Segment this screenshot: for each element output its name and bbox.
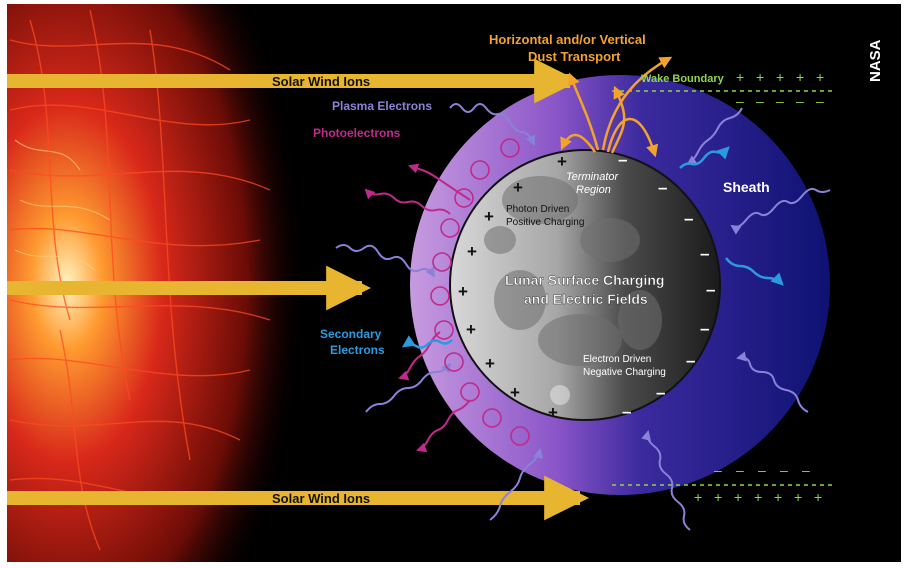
svg-text:–: – <box>622 402 631 421</box>
svg-text:+: + <box>734 489 742 505</box>
dust-transport-arrows <box>560 56 673 158</box>
svg-text:–: – <box>700 244 709 263</box>
svg-text:–: – <box>758 462 766 478</box>
electron-charging-label-line2: Negative Charging <box>583 367 666 378</box>
svg-text:–: – <box>706 280 715 299</box>
svg-text:+: + <box>485 354 495 373</box>
svg-text:+: + <box>814 489 822 505</box>
svg-text:–: – <box>736 462 744 478</box>
center-title-line2: and Electric Fields <box>524 291 648 307</box>
solar-wind-label-bottom: Solar Wind Ions <box>272 491 370 506</box>
svg-text:–: – <box>776 93 784 109</box>
svg-text:–: – <box>658 178 667 197</box>
svg-text:+: + <box>794 489 802 505</box>
nasa-credit: NASA <box>867 39 884 82</box>
svg-text:+: + <box>458 282 468 301</box>
svg-text:+: + <box>816 69 824 85</box>
svg-text:+: + <box>736 69 744 85</box>
sheath-label: Sheath <box>723 179 770 195</box>
plasma-electrons-label: Plasma Electrons <box>332 99 432 113</box>
solar-wind-label-top: Solar Wind Ions <box>272 74 370 89</box>
moon <box>449 149 721 421</box>
svg-text:+: + <box>714 489 722 505</box>
svg-text:+: + <box>466 320 476 339</box>
svg-text:–: – <box>684 209 693 228</box>
svg-text:–: – <box>816 93 824 109</box>
photoelectron-loops <box>430 138 530 446</box>
negative-surface-charges: – – – – – – – – – <box>618 150 715 421</box>
dust-transport-label-line1: Horizontal and/or Vertical <box>489 32 646 47</box>
plasma-electron-waves <box>335 103 831 531</box>
center-title-line1: Lunar Surface Charging <box>505 272 664 288</box>
svg-text:–: – <box>714 462 722 478</box>
svg-text:–: – <box>780 462 788 478</box>
photon-charging-label-line2: Positive Charging <box>506 217 584 228</box>
svg-text:–: – <box>700 319 709 338</box>
secondary-electron-waves <box>401 146 784 349</box>
secondary-electrons-label-line2: Electrons <box>330 343 385 357</box>
wake-boundary-label: Wake Boundary <box>641 73 725 85</box>
wake-charges: + + + + + – – – – – – – – – – + + + + + … <box>694 69 824 505</box>
photoelectrons-label: Photoelectrons <box>313 126 401 140</box>
svg-text:–: – <box>656 383 665 402</box>
svg-text:+: + <box>796 69 804 85</box>
svg-text:–: – <box>686 351 695 370</box>
svg-text:+: + <box>510 383 520 402</box>
svg-text:+: + <box>467 242 477 261</box>
electron-charging-label-line1: Electron Driven <box>583 354 651 365</box>
svg-text:+: + <box>557 152 567 171</box>
secondary-electrons-label-line1: Secondary <box>320 327 382 341</box>
positive-surface-charges: + + + + + + + + + <box>458 152 567 422</box>
svg-text:+: + <box>774 489 782 505</box>
svg-text:–: – <box>736 93 744 109</box>
dust-transport-label-line2: Dust Transport <box>528 49 621 64</box>
svg-text:+: + <box>513 178 523 197</box>
svg-text:+: + <box>756 69 764 85</box>
svg-text:–: – <box>618 150 627 169</box>
svg-text:+: + <box>776 69 784 85</box>
svg-text:+: + <box>754 489 762 505</box>
svg-text:–: – <box>796 93 804 109</box>
terminator-label-line1: Terminator <box>566 171 620 183</box>
terminator-label-line2: Region <box>576 184 611 196</box>
svg-text:+: + <box>548 403 558 422</box>
svg-text:+: + <box>694 489 702 505</box>
photon-charging-label-line1: Photon Driven <box>506 204 569 215</box>
svg-text:–: – <box>756 93 764 109</box>
svg-text:–: – <box>802 462 810 478</box>
svg-text:+: + <box>484 207 494 226</box>
